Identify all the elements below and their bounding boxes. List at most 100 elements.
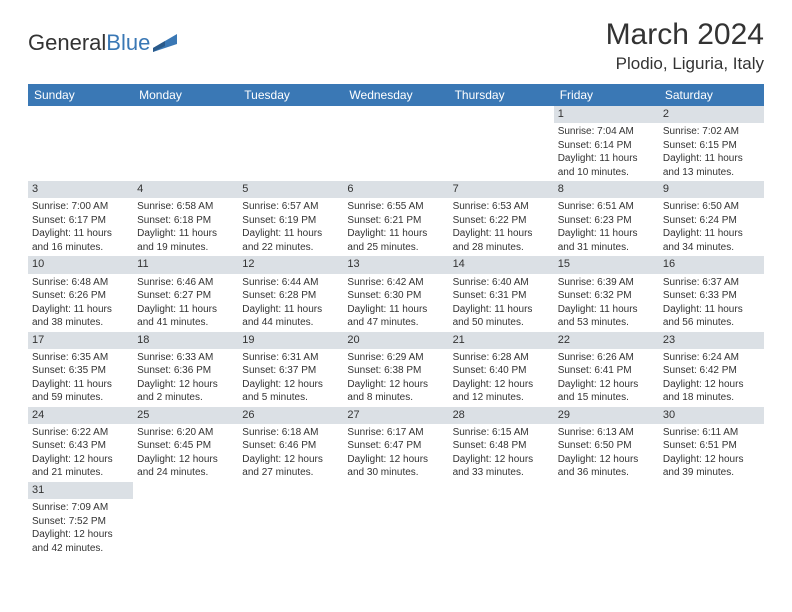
day-number: 17 <box>28 332 133 349</box>
day-number: 25 <box>133 407 238 424</box>
day-detail-line: Sunset: 6:48 PM <box>453 439 550 453</box>
day-detail-line: Sunset: 6:50 PM <box>558 439 655 453</box>
calendar-week-row: 1Sunrise: 7:04 AMSunset: 6:14 PMDaylight… <box>28 106 764 181</box>
day-detail-line: Sunrise: 6:48 AM <box>32 276 129 290</box>
day-detail-line: Sunrise: 6:40 AM <box>453 276 550 290</box>
day-details: Sunrise: 7:04 AMSunset: 6:14 PMDaylight:… <box>554 123 659 181</box>
day-details: Sunrise: 6:22 AMSunset: 6:43 PMDaylight:… <box>28 424 133 482</box>
day-details: Sunrise: 6:55 AMSunset: 6:21 PMDaylight:… <box>343 198 448 256</box>
day-detail-line: and 56 minutes. <box>663 316 760 330</box>
day-detail-line: Sunset: 6:46 PM <box>242 439 339 453</box>
day-detail-line: Daylight: 11 hours <box>558 152 655 166</box>
calendar-day-cell: 8Sunrise: 6:51 AMSunset: 6:23 PMDaylight… <box>554 181 659 256</box>
day-details: Sunrise: 6:24 AMSunset: 6:42 PMDaylight:… <box>659 349 764 407</box>
calendar-day-cell: 21Sunrise: 6:28 AMSunset: 6:40 PMDayligh… <box>449 332 554 407</box>
empty-day <box>449 482 554 497</box>
day-number: 31 <box>28 482 133 499</box>
day-detail-line: and 59 minutes. <box>32 391 129 405</box>
day-detail-line: Sunrise: 6:15 AM <box>453 426 550 440</box>
calendar-day-cell: 13Sunrise: 6:42 AMSunset: 6:30 PMDayligh… <box>343 256 448 331</box>
calendar-day-cell: 22Sunrise: 6:26 AMSunset: 6:41 PMDayligh… <box>554 332 659 407</box>
day-number: 15 <box>554 256 659 273</box>
calendar-day-cell: 14Sunrise: 6:40 AMSunset: 6:31 PMDayligh… <box>449 256 554 331</box>
day-detail-line: and 33 minutes. <box>453 466 550 480</box>
day-details: Sunrise: 6:29 AMSunset: 6:38 PMDaylight:… <box>343 349 448 407</box>
day-detail-line: Sunrise: 6:18 AM <box>242 426 339 440</box>
day-detail-line: and 13 minutes. <box>663 166 760 180</box>
calendar-day-cell <box>133 106 238 181</box>
day-detail-line: and 47 minutes. <box>347 316 444 330</box>
day-detail-line: Sunrise: 6:13 AM <box>558 426 655 440</box>
calendar-day-cell: 29Sunrise: 6:13 AMSunset: 6:50 PMDayligh… <box>554 407 659 482</box>
day-detail-line: Daylight: 11 hours <box>347 227 444 241</box>
day-detail-line: and 2 minutes. <box>137 391 234 405</box>
day-detail-line: Sunset: 6:43 PM <box>32 439 129 453</box>
day-details: Sunrise: 6:17 AMSunset: 6:47 PMDaylight:… <box>343 424 448 482</box>
day-number: 26 <box>238 407 343 424</box>
day-number: 30 <box>659 407 764 424</box>
day-number: 11 <box>133 256 238 273</box>
day-detail-line: Sunset: 6:41 PM <box>558 364 655 378</box>
day-detail-line: Sunset: 6:17 PM <box>32 214 129 228</box>
day-number: 5 <box>238 181 343 198</box>
day-number: 21 <box>449 332 554 349</box>
day-details: Sunrise: 6:26 AMSunset: 6:41 PMDaylight:… <box>554 349 659 407</box>
title-block: March 2024 Plodio, Liguria, Italy <box>606 18 764 74</box>
day-details: Sunrise: 6:35 AMSunset: 6:35 PMDaylight:… <box>28 349 133 407</box>
day-detail-line: Sunset: 6:28 PM <box>242 289 339 303</box>
calendar-day-cell: 1Sunrise: 7:04 AMSunset: 6:14 PMDaylight… <box>554 106 659 181</box>
day-detail-line: Sunrise: 6:11 AM <box>663 426 760 440</box>
day-number: 20 <box>343 332 448 349</box>
calendar-body: 1Sunrise: 7:04 AMSunset: 6:14 PMDaylight… <box>28 106 764 557</box>
day-number: 29 <box>554 407 659 424</box>
day-details: Sunrise: 6:51 AMSunset: 6:23 PMDaylight:… <box>554 198 659 256</box>
day-number: 13 <box>343 256 448 273</box>
day-detail-line: Sunrise: 6:57 AM <box>242 200 339 214</box>
empty-day <box>28 106 133 121</box>
day-number: 23 <box>659 332 764 349</box>
empty-day <box>238 482 343 497</box>
day-detail-line: Sunset: 6:35 PM <box>32 364 129 378</box>
day-detail-line: Daylight: 12 hours <box>663 378 760 392</box>
calendar-week-row: 24Sunrise: 6:22 AMSunset: 6:43 PMDayligh… <box>28 407 764 482</box>
day-detail-line: Sunset: 6:31 PM <box>453 289 550 303</box>
day-number: 6 <box>343 181 448 198</box>
calendar-day-cell: 16Sunrise: 6:37 AMSunset: 6:33 PMDayligh… <box>659 256 764 331</box>
day-detail-line: Sunrise: 6:20 AM <box>137 426 234 440</box>
calendar-day-cell: 18Sunrise: 6:33 AMSunset: 6:36 PMDayligh… <box>133 332 238 407</box>
day-detail-line: Sunrise: 7:04 AM <box>558 125 655 139</box>
weekday-header: Tuesday <box>238 84 343 106</box>
day-detail-line: Sunrise: 6:58 AM <box>137 200 234 214</box>
day-details: Sunrise: 6:44 AMSunset: 6:28 PMDaylight:… <box>238 274 343 332</box>
day-detail-line: Sunrise: 6:31 AM <box>242 351 339 365</box>
day-detail-line: Daylight: 12 hours <box>137 453 234 467</box>
day-number: 27 <box>343 407 448 424</box>
day-number: 3 <box>28 181 133 198</box>
month-title: March 2024 <box>606 18 764 52</box>
day-detail-line: and 31 minutes. <box>558 241 655 255</box>
weekday-header: Saturday <box>659 84 764 106</box>
day-detail-line: Sunrise: 6:17 AM <box>347 426 444 440</box>
day-detail-line: Daylight: 12 hours <box>663 453 760 467</box>
weekday-header: Wednesday <box>343 84 448 106</box>
day-detail-line: Daylight: 12 hours <box>242 453 339 467</box>
day-details: Sunrise: 6:48 AMSunset: 6:26 PMDaylight:… <box>28 274 133 332</box>
day-detail-line: and 25 minutes. <box>347 241 444 255</box>
day-details: Sunrise: 7:02 AMSunset: 6:15 PMDaylight:… <box>659 123 764 181</box>
day-detail-line: Sunset: 6:30 PM <box>347 289 444 303</box>
empty-day <box>449 106 554 121</box>
calendar-day-cell: 3Sunrise: 7:00 AMSunset: 6:17 PMDaylight… <box>28 181 133 256</box>
calendar-day-cell <box>659 482 764 557</box>
day-detail-line: Sunset: 6:24 PM <box>663 214 760 228</box>
day-detail-line: Daylight: 12 hours <box>32 528 129 542</box>
day-number: 2 <box>659 106 764 123</box>
day-detail-line: Daylight: 12 hours <box>453 453 550 467</box>
calendar-day-cell: 26 Sunrise: 6:18 AMSunset: 6:46 PMDayligh… <box>238 407 343 482</box>
calendar-day-cell: 6Sunrise: 6:55 AMSunset: 6:21 PMDaylight… <box>343 181 448 256</box>
day-details: Sunrise: 6:11 AMSunset: 6:51 PMDaylight:… <box>659 424 764 482</box>
calendar-day-cell <box>238 482 343 557</box>
day-number: 8 <box>554 181 659 198</box>
day-detail-line: Sunrise: 6:22 AM <box>32 426 129 440</box>
day-detail-line: Daylight: 11 hours <box>558 227 655 241</box>
day-detail-line: Daylight: 12 hours <box>32 453 129 467</box>
